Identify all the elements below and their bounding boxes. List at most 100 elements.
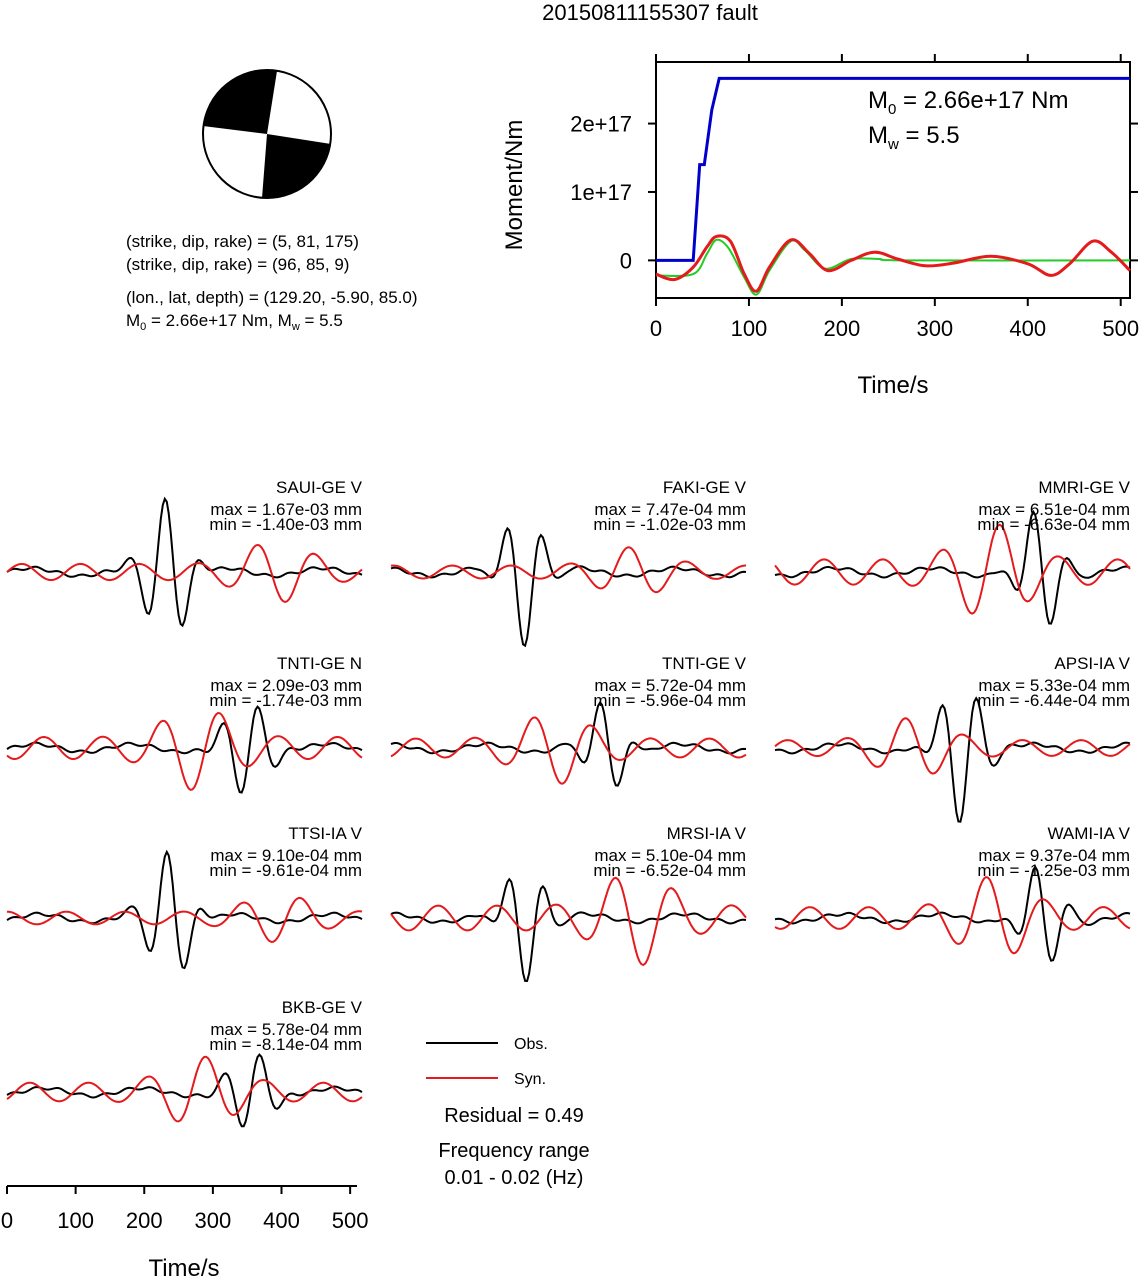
mechanism-line-3: (lon., lat, depth) = (129.20, -5.90, 85.… bbox=[126, 288, 418, 307]
waveform-obs-trace bbox=[774, 509, 1131, 625]
waveform-station-label: APSI-IA V bbox=[1054, 654, 1130, 673]
waveform-station-label: BKB-GE V bbox=[282, 998, 363, 1017]
waveform-min-label: min = -6.52e-04 mm bbox=[593, 861, 746, 880]
waveform-syn-trace bbox=[390, 876, 747, 967]
waveform-obs-trace bbox=[6, 496, 363, 628]
beachball-icon bbox=[202, 69, 332, 199]
waveform-max-label: max = 5.72e-04 mm bbox=[594, 676, 746, 695]
waveform-x-tick-label: 0 bbox=[1, 1208, 13, 1233]
moment-x-tick-label: 500 bbox=[1102, 316, 1139, 341]
legend-obs-label: Obs. bbox=[514, 1036, 548, 1053]
waveform-syn-trace bbox=[390, 546, 747, 594]
waveform-min-label: min = -1.25e-03 mm bbox=[977, 861, 1130, 880]
waveform-min-label: min = -8.14e-04 mm bbox=[209, 1035, 362, 1054]
waveform-syn-trace bbox=[6, 1055, 363, 1123]
waveform-x-tick-label: 100 bbox=[57, 1208, 94, 1233]
waveform-min-label: min = -1.02e-03 mm bbox=[593, 515, 746, 534]
moment-series-green bbox=[655, 238, 1131, 296]
waveform-station-label: SAUI-GE V bbox=[276, 478, 363, 497]
legend-frequency-label: Frequency range bbox=[438, 1140, 589, 1162]
waveform-max-label: max = 1.67e-03 mm bbox=[210, 500, 362, 519]
moment-x-tick-label: 300 bbox=[916, 316, 953, 341]
waveform-obs-trace bbox=[390, 700, 747, 787]
waveform-x-tick-label: 200 bbox=[126, 1208, 163, 1233]
waveform-max-label: max = 9.37e-04 mm bbox=[978, 846, 1130, 865]
waveform-max-label: max = 5.33e-04 mm bbox=[978, 676, 1130, 695]
legend-frequency-value: 0.01 - 0.02 (Hz) bbox=[445, 1167, 584, 1189]
waveform-station-label: MRSI-IA V bbox=[667, 824, 747, 843]
mechanism-info: (strike, dip, rake) = (5, 81, 175) (stri… bbox=[126, 232, 418, 333]
waveform-station-label: TNTI-GE N bbox=[277, 654, 362, 673]
mechanism-m0: 2.66e+17 Nm bbox=[166, 311, 269, 330]
waveform-max-label: max = 2.09e-03 mm bbox=[210, 676, 362, 695]
waveform-station-label: TNTI-GE V bbox=[662, 654, 747, 673]
waveform-min-label: min = -6.44e-04 mm bbox=[977, 691, 1130, 710]
waveform-x-tick-label: 300 bbox=[195, 1208, 232, 1233]
waveform-min-label: min = -1.40e-03 mm bbox=[209, 515, 362, 534]
waveform-station-label: TTSI-IA V bbox=[288, 824, 362, 843]
waveform-max-label: max = 6.51e-04 mm bbox=[978, 500, 1130, 519]
mechanism-mw: 5.5 bbox=[319, 311, 343, 330]
waveform-syn-trace bbox=[774, 523, 1131, 615]
waveform-obs-trace bbox=[390, 526, 747, 648]
moment-y-tick-label: 1e+17 bbox=[570, 180, 632, 205]
waveform-min-label: min = -5.96e-04 mm bbox=[593, 691, 746, 710]
moment-x-tick-label: 100 bbox=[731, 316, 768, 341]
moment-annotation-mw-value: 5.5 bbox=[926, 122, 959, 149]
moment-x-label: Time/s bbox=[857, 372, 928, 399]
figure-title: 20150811155307 fault bbox=[542, 0, 758, 25]
moment-annotation-m0: M0 = 2.66e+17 Nm bbox=[868, 87, 1068, 118]
moment-y-tick-label: 0 bbox=[620, 248, 632, 273]
moment-series-blue bbox=[656, 76, 1130, 262]
waveform-min-label: min = -9.61e-04 mm bbox=[209, 861, 362, 880]
waveform-x-tick-label: 400 bbox=[263, 1208, 300, 1233]
waveform-max-label: max = 7.47e-04 mm bbox=[594, 500, 746, 519]
moment-series bbox=[655, 76, 1132, 296]
waveform-x-axis: 0 100 200 300 400 500 bbox=[1, 1185, 369, 1233]
waveform-max-label: max = 9.10e-04 mm bbox=[210, 846, 362, 865]
waveform-max-label: max = 5.10e-04 mm bbox=[594, 846, 746, 865]
moment-x-axis: 0 100 200 300 400 500 bbox=[650, 54, 1139, 341]
moment-plot: 0 100 200 300 400 500 0 1e+17 2e+17 Moment/Nm T… bbox=[501, 54, 1139, 399]
waveform-obs-trace bbox=[6, 1053, 363, 1128]
waveform-max-label: max = 5.78e-04 mm bbox=[210, 1020, 362, 1039]
moment-x-tick-label: 400 bbox=[1009, 316, 1046, 341]
waveform-obs-trace bbox=[390, 877, 747, 983]
moment-plot-frame bbox=[655, 61, 1131, 299]
moment-x-tick-label: 200 bbox=[824, 316, 861, 341]
waveform-obs-trace bbox=[6, 849, 363, 970]
waveform-station-label: MMRI-GE V bbox=[1038, 478, 1130, 497]
waveform-syn-trace bbox=[390, 716, 747, 785]
waveform-obs-trace bbox=[6, 705, 363, 794]
waveform-obs-trace bbox=[774, 696, 1131, 823]
waveform-station-label: FAKI-GE V bbox=[663, 478, 747, 497]
waveform-syn-trace bbox=[6, 896, 363, 943]
waveform-min-label: min = -1.74e-03 mm bbox=[209, 691, 362, 710]
legend: Obs. Syn. Residual = 0.49 Frequency rang… bbox=[426, 1036, 590, 1189]
waveform-syn-trace bbox=[774, 876, 1131, 955]
waveform-syn-trace bbox=[774, 717, 1131, 775]
moment-y-label: Moment/Nm bbox=[501, 120, 528, 251]
mechanism-line-1: (strike, dip, rake) = (5, 81, 175) bbox=[126, 232, 359, 251]
waveform-x-tick-label: 500 bbox=[332, 1208, 369, 1233]
waveform-x-label: Time/s bbox=[148, 1255, 219, 1281]
moment-y-tick-label: 2e+17 bbox=[570, 112, 632, 137]
mechanism-line-2: (strike, dip, rake) = (96, 85, 9) bbox=[126, 255, 349, 274]
moment-series-red bbox=[655, 234, 1132, 293]
moment-y-axis: 0 1e+17 2e+17 bbox=[570, 112, 1138, 273]
mechanism-line-4: M0 = 2.66e+17 Nm, Mw = 5.5 bbox=[126, 311, 343, 333]
legend-residual: Residual = 0.49 bbox=[444, 1105, 584, 1127]
moment-annotation-m0-value: 2.66e+17 Nm bbox=[924, 87, 1069, 114]
